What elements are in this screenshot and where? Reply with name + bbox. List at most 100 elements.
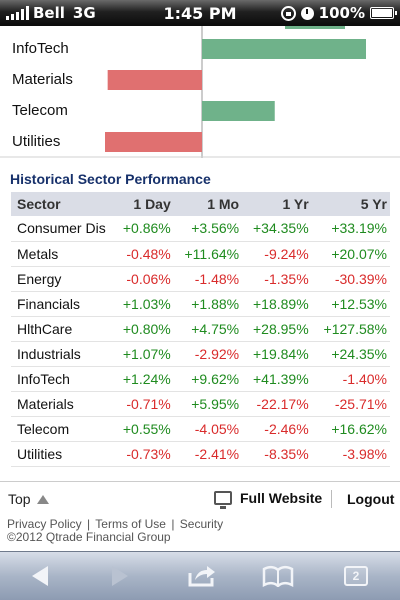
value-cell: +41.39% <box>242 366 312 392</box>
value-cell: +5.95% <box>173 391 243 417</box>
monitor-icon[interactable] <box>214 491 232 509</box>
forward-icon[interactable] <box>112 566 128 586</box>
chart-bar <box>202 101 275 121</box>
sector-name-cell: Telecom <box>11 416 113 442</box>
browser-toolbar: 2 <box>0 551 400 600</box>
section-title: Historical Sector Performance <box>10 171 211 187</box>
header-sector: Sector <box>17 196 61 212</box>
value-cell: -1.48% <box>173 266 243 292</box>
sector-performance-table: Sector 1 Day 1 Mo 1 Yr 5 Yr Consumer Dis… <box>11 192 390 467</box>
table-row: InfoTech +1.24% +9.62% +41.39% -1.40% <box>11 366 390 392</box>
forward-button[interactable] <box>100 560 140 592</box>
alarm-clock-icon <box>300 6 314 20</box>
full-website-link[interactable]: Full Website <box>214 490 323 509</box>
value-cell: -22.17% <box>242 391 312 417</box>
header-5-yr: 5 Yr <box>360 196 387 212</box>
sector-name-cell: Utilities <box>11 441 113 467</box>
footer-links: Privacy Policy | Terms of Use | Security <box>7 517 223 531</box>
sector-name-cell: Industrials <box>11 341 113 367</box>
chart-category-label: Utilities <box>12 133 61 150</box>
orientation-lock-icon <box>280 5 296 21</box>
value-cell: +127.58% <box>311 316 390 342</box>
security-link[interactable]: Security <box>179 517 224 531</box>
bookmarks-icon[interactable] <box>262 565 294 587</box>
chart-svg <box>0 26 400 158</box>
sector-name-cell: Energy <box>11 266 113 292</box>
value-cell: +0.80% <box>113 316 174 342</box>
arrow-up-icon[interactable] <box>36 494 49 504</box>
footer-link-separator: | <box>87 517 91 531</box>
value-cell: -1.35% <box>242 266 312 292</box>
footer-separator <box>331 490 332 508</box>
value-cell: -4.05% <box>173 416 243 442</box>
value-cell: +20.07% <box>311 241 390 267</box>
value-cell: -0.06% <box>113 266 174 292</box>
tabs-icon[interactable]: 2 <box>344 566 368 586</box>
status-bar: Bell 3G 1:45 PM 100% <box>0 0 400 26</box>
sector-name-cell: HlthCare <box>11 316 113 342</box>
top-link[interactable]: Top <box>8 491 49 507</box>
value-cell: -1.40% <box>311 366 390 392</box>
terms-of-use-link[interactable]: Terms of Use <box>95 517 166 531</box>
share-button[interactable] <box>182 560 222 592</box>
value-cell: +33.19% <box>311 216 390 242</box>
signal-icon <box>6 6 29 20</box>
footer-link-separator: | <box>171 517 175 531</box>
footer-divider <box>0 481 400 482</box>
table-row: Telecom +0.55% -4.05% -2.46% +16.62% <box>11 416 390 442</box>
value-cell: +1.07% <box>113 341 174 367</box>
value-cell: -2.41% <box>173 441 243 467</box>
chart-category-label: Materials <box>12 71 73 88</box>
value-cell: +18.89% <box>242 291 312 317</box>
value-cell: +24.35% <box>311 341 390 367</box>
value-cell: -9.24% <box>242 241 312 267</box>
value-cell: +4.75% <box>173 316 243 342</box>
full-website-label[interactable]: Full Website <box>240 490 323 506</box>
sector-name-cell: Materials <box>11 391 113 417</box>
table-row: Materials -0.71% +5.95% -22.17% -25.71% <box>11 391 390 417</box>
value-cell: -2.46% <box>242 416 312 442</box>
value-cell: +12.53% <box>311 291 390 317</box>
network-type: 3G <box>72 4 96 22</box>
table-row: HlthCare +0.80% +4.75% +28.95% +127.58% <box>11 316 390 342</box>
sector-name-cell: Consumer Dis <box>11 216 113 242</box>
table-row: Industrials +1.07% -2.92% +19.84% +24.35% <box>11 341 390 367</box>
chart-bar-partial <box>285 26 345 29</box>
sector-bar-chart: InfoTech Materials Telecom Utilities <box>0 26 400 158</box>
header-1-yr: 1 Yr <box>282 196 309 212</box>
value-cell: +19.84% <box>242 341 312 367</box>
tabs-button[interactable]: 2 <box>336 560 376 592</box>
value-cell: +34.35% <box>242 216 312 242</box>
copyright-text: ©2012 Qtrade Financial Group <box>7 530 171 544</box>
value-cell: +28.95% <box>242 316 312 342</box>
value-cell: -0.71% <box>113 391 174 417</box>
share-icon[interactable] <box>187 564 217 588</box>
privacy-policy-link[interactable]: Privacy Policy <box>7 517 82 531</box>
chart-bar <box>202 39 366 59</box>
value-cell: -0.73% <box>113 441 174 467</box>
value-cell: +11.64% <box>173 241 243 267</box>
value-cell: -3.98% <box>311 441 390 467</box>
table-row: Financials +1.03% +1.88% +18.89% +12.53% <box>11 291 390 317</box>
logout-link[interactable]: Logout <box>347 491 395 507</box>
bookmarks-button[interactable] <box>258 560 298 592</box>
chart-bar <box>105 132 202 152</box>
value-cell: -8.35% <box>242 441 312 467</box>
value-cell: -2.92% <box>173 341 243 367</box>
table-row: Utilities -0.73% -2.41% -8.35% -3.98% <box>11 441 390 467</box>
status-time: 1:45 PM <box>163 4 237 23</box>
chart-bar <box>107 70 202 90</box>
table-row: Metals -0.48% +11.64% -9.24% +20.07% <box>11 241 390 267</box>
back-button[interactable] <box>20 560 60 592</box>
battery-percent: 100% <box>318 4 365 22</box>
table-header-row: Sector 1 Day 1 Mo 1 Yr 5 Yr <box>11 192 390 216</box>
battery-icon <box>370 7 397 19</box>
sector-name-cell: Financials <box>11 291 113 317</box>
value-cell: +3.56% <box>173 216 243 242</box>
sector-name-cell: Metals <box>11 241 113 267</box>
top-label[interactable]: Top <box>8 491 31 507</box>
value-cell: +9.62% <box>173 366 243 392</box>
value-cell: -0.48% <box>113 241 174 267</box>
back-icon[interactable] <box>32 566 48 586</box>
sector-name-cell: InfoTech <box>11 366 113 392</box>
